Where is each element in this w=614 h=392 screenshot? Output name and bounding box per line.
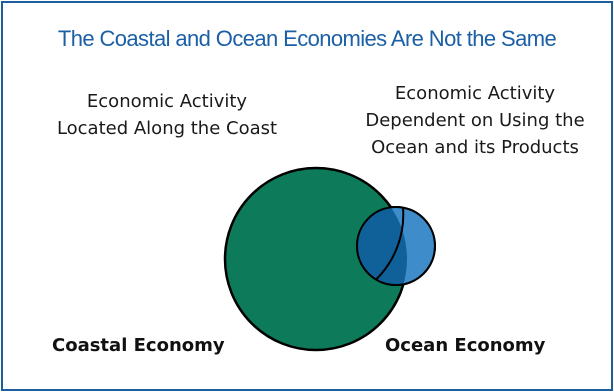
overlap-region (357, 207, 407, 285)
coastal-description-line: Located Along the Coast (56, 118, 278, 139)
ocean-description-line: Dependent on Using the (365, 110, 585, 131)
ocean-description-line: Ocean and its Products (371, 137, 579, 158)
coastal-economy-boundary-arc (375, 207, 405, 281)
diagram-title: The Coastal and Ocean Economies Are Not … (57, 26, 557, 51)
coastal-description-line: Economic Activity (86, 91, 248, 112)
coastal-description: Economic Activity Located Along the Coas… (22, 88, 312, 142)
ocean-economy-outline (356, 206, 436, 286)
ocean-economy-label: Ocean Economy (385, 335, 546, 356)
ocean-description: Economic Activity Dependent on Using the… (330, 80, 614, 161)
ocean-description-line: Economic Activity (394, 83, 556, 104)
coastal-economy-label: Coastal Economy (52, 335, 225, 356)
